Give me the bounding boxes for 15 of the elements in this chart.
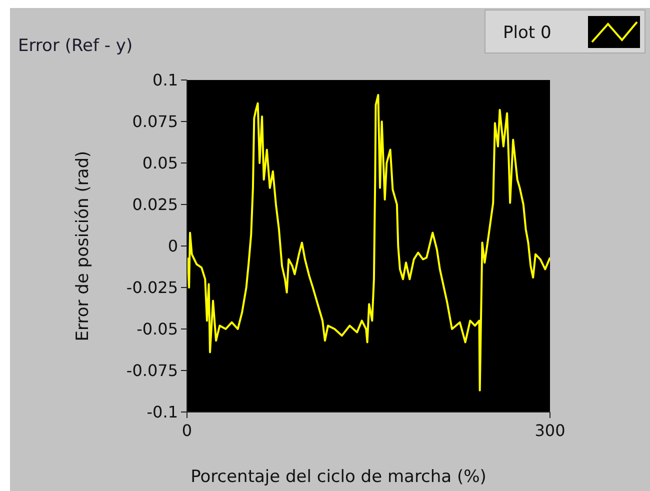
x-tick-label: 300 (534, 421, 566, 440)
legend-label: Plot 0 (503, 23, 552, 43)
y-tick-label: -0.05 (136, 320, 178, 339)
line-series (187, 94, 550, 392)
y-axis-title: Error de posición (rad) (73, 150, 93, 342)
y-tick-label: 0 (168, 236, 178, 256)
x-axis-title: Porcentaje del ciclo de marcha (%) (190, 467, 486, 487)
y-tick-label: 0.025 (132, 195, 178, 214)
chart-title: Error (Ref - y) (18, 36, 133, 56)
y-tick-label: 0.05 (142, 154, 178, 173)
y-tick-label: -0.075 (126, 361, 178, 380)
y-tick-label: -0.025 (126, 278, 178, 298)
y-tick-label: 0.1 (152, 70, 178, 90)
y-tick-label: -0.1 (146, 402, 178, 422)
y-tick-label: 0.075 (132, 112, 178, 132)
